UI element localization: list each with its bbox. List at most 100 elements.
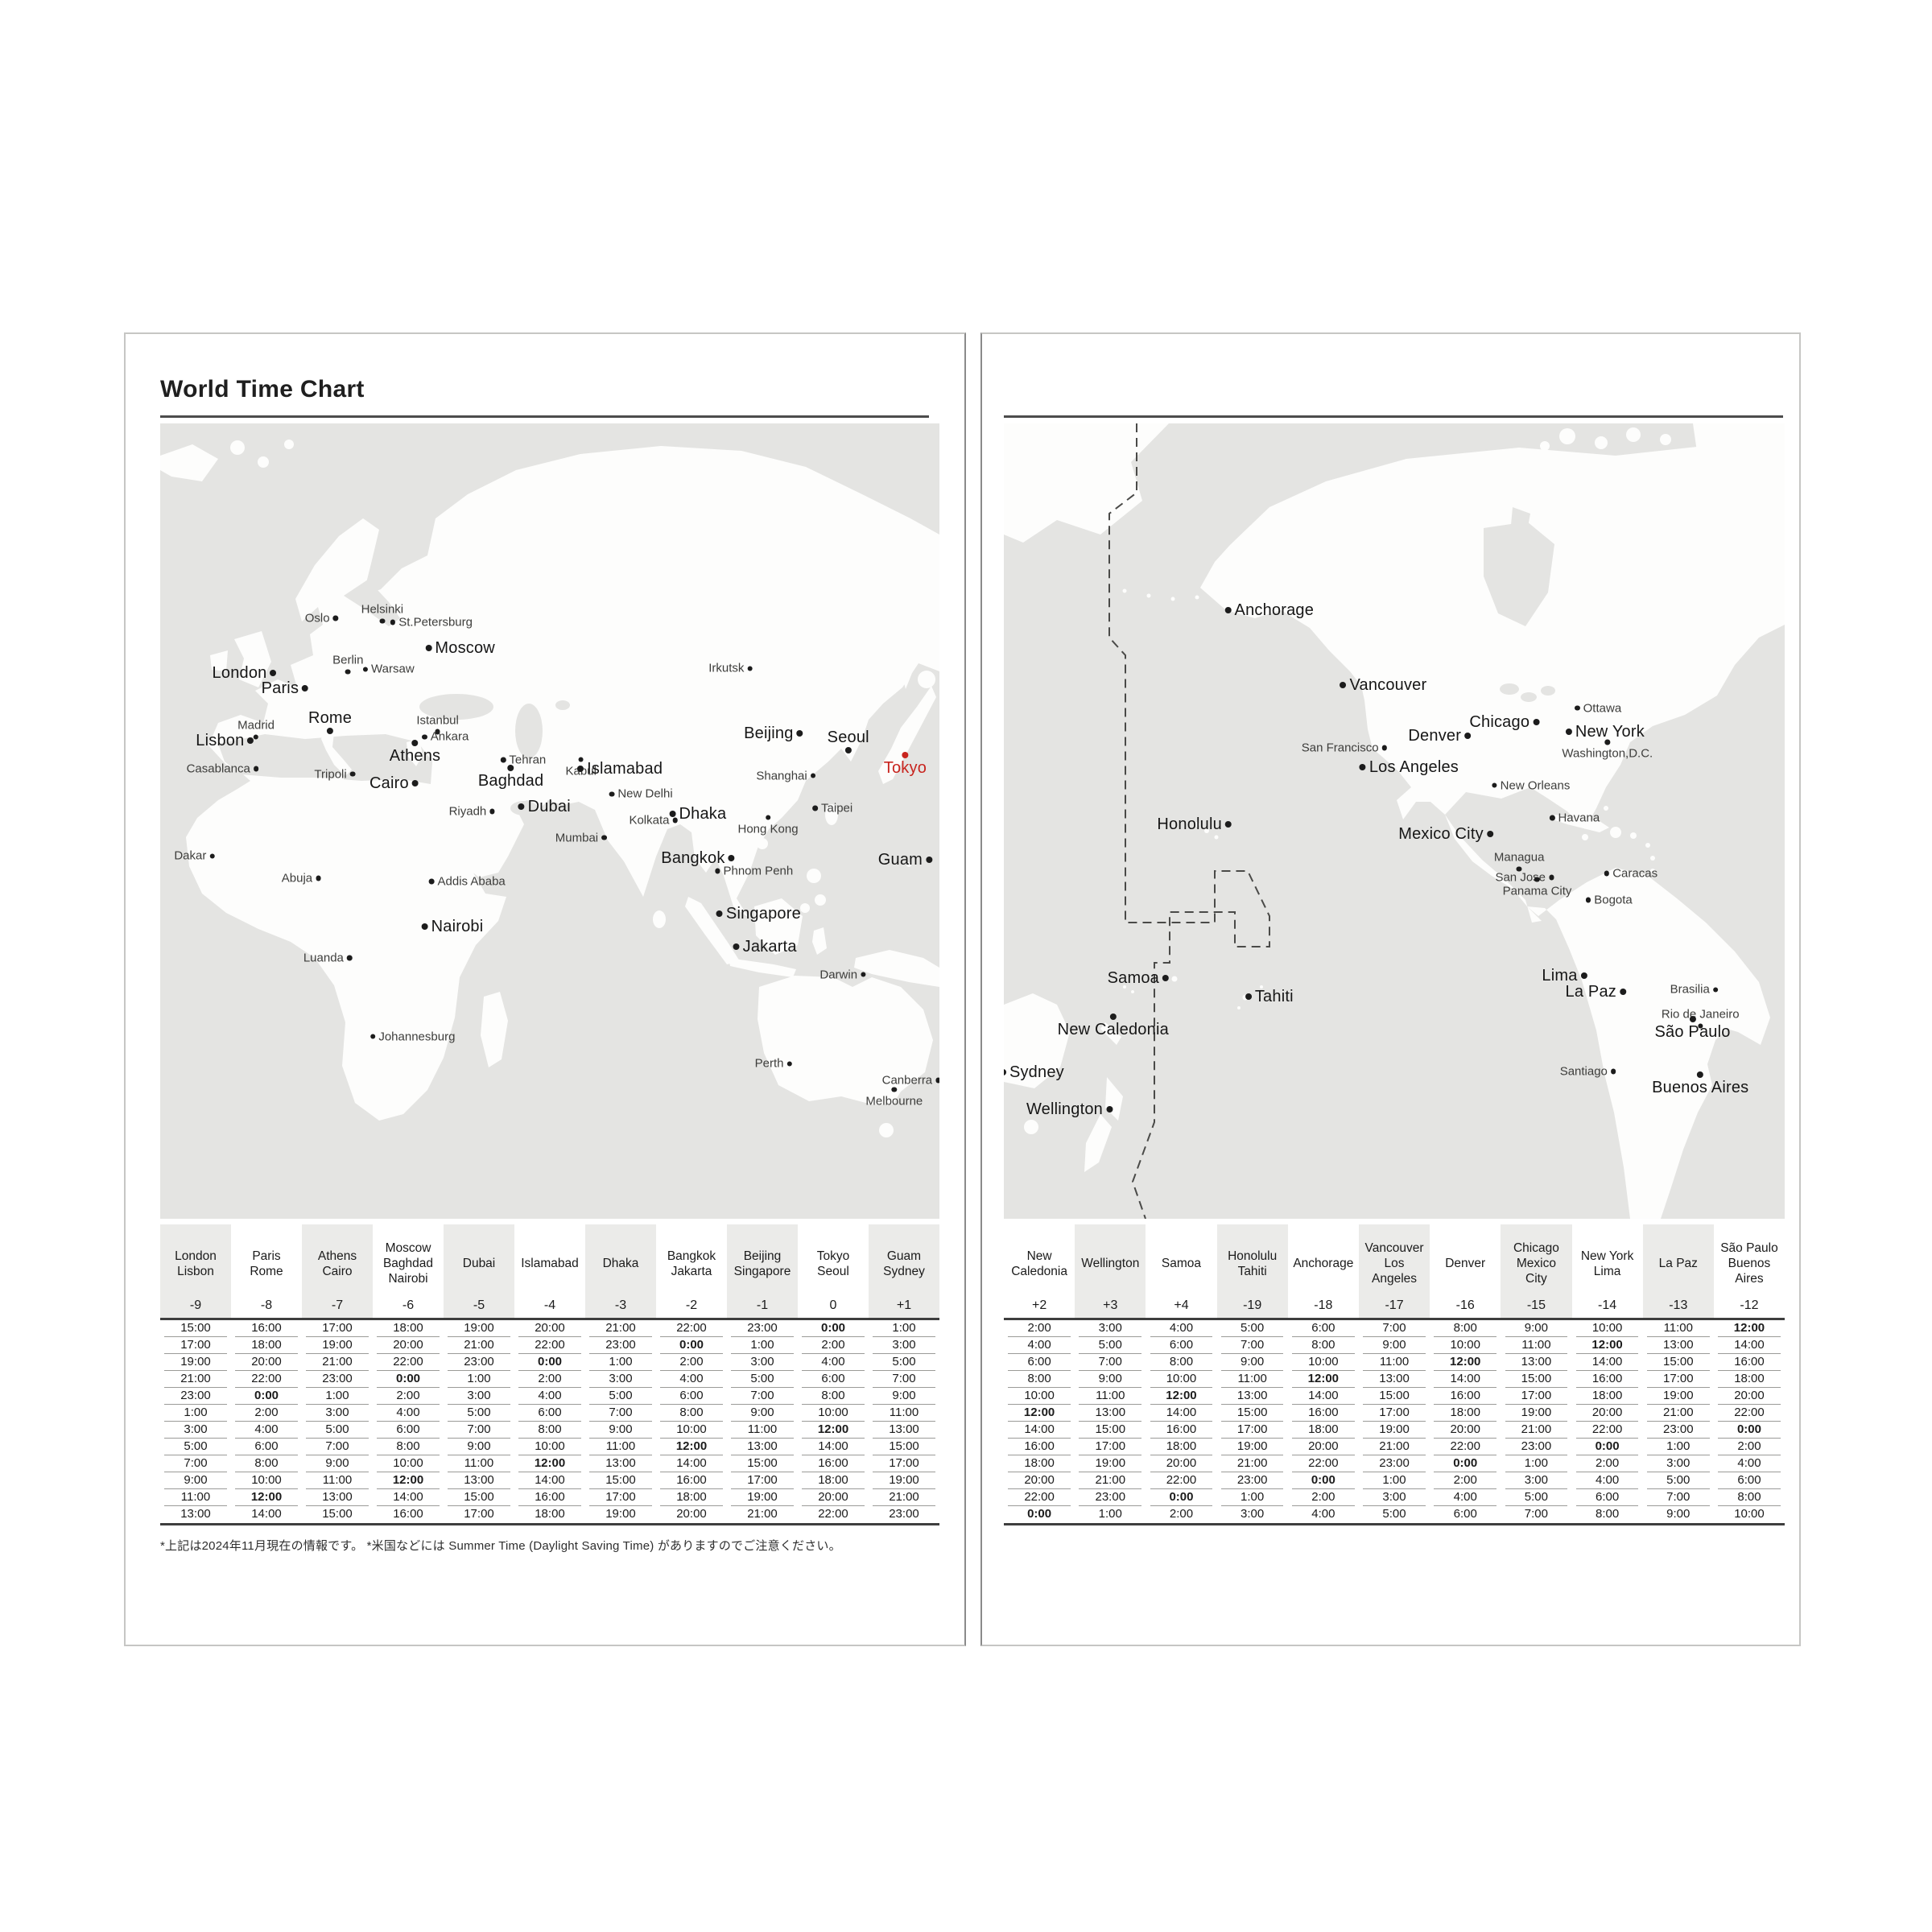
time-value: 6:00 [1718, 1472, 1781, 1489]
column-city-name: City [1525, 1272, 1547, 1286]
city-label-casablanca: Casablanca [187, 762, 259, 774]
table-cell: 0:00 [1146, 1489, 1216, 1506]
time-value: 14:00 [518, 1472, 581, 1489]
city-dot [302, 685, 309, 691]
table-cell: 21:00 [1359, 1439, 1430, 1455]
table-cell: 17:00 [869, 1455, 939, 1472]
time-value: 12:00 [1434, 1354, 1497, 1371]
city-label-dakar: Dakar [174, 850, 215, 862]
time-value: 10:00 [1734, 1507, 1765, 1521]
table-cell: 15:00 [727, 1455, 798, 1472]
world-map-east: Oslo Helsinki St.Petersburg Moscow Berlin War… [160, 423, 939, 1219]
column-city-names: Vancouver Los Angeles [1365, 1232, 1424, 1294]
time-value: 18:00 [1292, 1422, 1355, 1439]
table-cell: 6:00 [1288, 1320, 1359, 1337]
time-value: 21:00 [1220, 1455, 1284, 1472]
column-city-name: Dhaka [602, 1257, 639, 1270]
table-cell: 8:00 [798, 1388, 869, 1405]
city-label-vancouver: Vancouver [1340, 677, 1426, 693]
time-value: 1:00 [164, 1405, 227, 1422]
column-city-name: Sydney [883, 1264, 925, 1278]
table-cell: 5:00 [585, 1388, 656, 1405]
time-value: 22:00 [1008, 1489, 1071, 1506]
time-value: 22:00 [1292, 1455, 1355, 1472]
table-cell: 11:00 [302, 1472, 373, 1489]
city-dot [1580, 972, 1587, 979]
time-value: 21:00 [873, 1489, 935, 1506]
table-cell: 14:00 [373, 1489, 444, 1506]
time-value: 1:00 [1505, 1455, 1568, 1472]
time-value: 15:00 [1220, 1405, 1284, 1422]
city-label-berlin: Berlin [332, 654, 363, 675]
city-label-paris: Paris [262, 680, 309, 696]
city-dot [411, 739, 419, 746]
city-dot [253, 766, 259, 772]
table-cell: 6:00 [1430, 1506, 1501, 1523]
time-value: 9:00 [1666, 1507, 1690, 1521]
time-value: 2:00 [1718, 1439, 1781, 1455]
time-value: 17:00 [1079, 1439, 1142, 1455]
table-cell: 16:00 [1714, 1354, 1785, 1371]
time-value: 16:00 [802, 1455, 865, 1472]
time-value: 6:00 [1292, 1320, 1355, 1337]
time-value: 4:00 [518, 1388, 581, 1405]
table-cell: 6:00 [1714, 1472, 1785, 1489]
time-table-east: London Lisbon -9 Paris Rome -8 Athens Cairo -7 Mo… [160, 1224, 939, 1525]
column-utc-offset: -12 [1740, 1298, 1759, 1312]
time-value: 18:00 [1575, 1388, 1639, 1405]
column-city-name: Tahiti [1237, 1264, 1267, 1278]
time-value: 23:00 [889, 1507, 919, 1521]
table-cell: 12:00 [1572, 1337, 1643, 1354]
column-city-names: New York Lima [1581, 1232, 1633, 1294]
time-value: 9:00 [1363, 1337, 1426, 1354]
city-label-bogota: Bogota [1585, 894, 1633, 906]
city-name: Ankara [430, 729, 469, 744]
city-label-canberra: Canberra [882, 1075, 939, 1087]
time-value: 14:00 [660, 1455, 723, 1472]
table-cell: 5:00 [444, 1405, 514, 1422]
time-value: 20:00 [235, 1354, 298, 1371]
column-city-name: Guam [886, 1249, 922, 1263]
city-label-lisbon: Lisbon [196, 733, 254, 749]
time-value: 4:00 [1718, 1455, 1781, 1472]
time-value: 3:00 [306, 1405, 369, 1422]
time-value: 20:00 [1292, 1439, 1355, 1455]
city-name: Chicago [1469, 713, 1530, 732]
table-cell: 7:00 [1075, 1354, 1146, 1371]
column-city-name: São Paulo [1720, 1241, 1778, 1255]
time-value: 17:00 [589, 1489, 652, 1506]
time-value: 5:00 [731, 1371, 794, 1388]
city-dot [1004, 1069, 1006, 1076]
table-cell: 10:00 [231, 1472, 302, 1489]
city-label-san-francisco: San Francisco [1302, 742, 1388, 754]
time-value: 7:00 [1646, 1489, 1710, 1506]
city-dot [1549, 874, 1554, 881]
column-city-name: Seoul [817, 1264, 849, 1278]
time-value: 13:00 [873, 1422, 935, 1439]
table-row: 6:00 7:00 8:00 9:00 10:00 11:00 12:00 13:00 14:0… [1004, 1354, 1785, 1371]
city-label-abuja: Abuja [282, 873, 321, 885]
time-value: 4:00 [1150, 1320, 1213, 1337]
city-dot [1604, 739, 1611, 745]
city-name: Caracas [1612, 866, 1658, 881]
city-dot [1697, 1071, 1704, 1078]
city-label-la-paz: La Paz [1566, 984, 1626, 1000]
table-cell: 8:00 [1288, 1337, 1359, 1354]
column-utc-offset: +4 [1174, 1298, 1189, 1312]
table-cell: 18:00 [1288, 1422, 1359, 1439]
city-dot [1534, 877, 1540, 882]
city-label-san-jose: San Jose [1495, 872, 1554, 884]
table-cell: 10:00 [656, 1422, 727, 1439]
time-value: 17:00 [164, 1337, 227, 1354]
table-cell: 1:00 [1643, 1439, 1714, 1455]
table-cell: 7:00 [1359, 1320, 1430, 1337]
table-cell: 19:00 [444, 1320, 514, 1337]
column-city-names: Dubai [463, 1232, 496, 1294]
table-row: 9:00 10:00 11:00 12:00 13:00 14:00 15:00 16:00 1… [160, 1472, 939, 1489]
table-cell: 2:00 [1004, 1320, 1075, 1337]
table-cell: 22:00 [1004, 1489, 1075, 1506]
table-cell: 7:00 [727, 1388, 798, 1405]
city-label-havana: Havana [1549, 812, 1600, 824]
column-city-name: Anchorage [1293, 1257, 1354, 1270]
column-city-names: Anchorage [1293, 1232, 1353, 1294]
